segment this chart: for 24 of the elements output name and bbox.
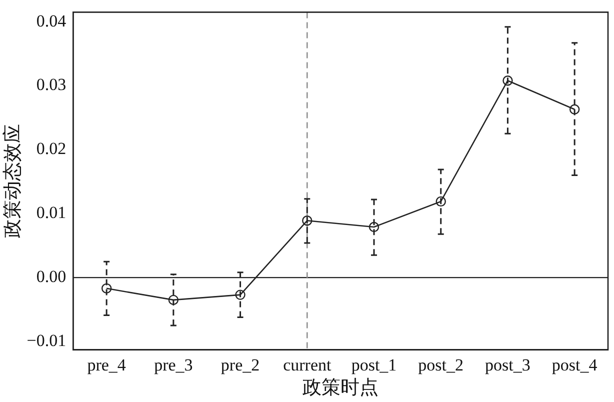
y-axis-title: 政策动态效应 xyxy=(1,124,24,238)
point xyxy=(235,290,246,300)
y-tick-label: 0.00 xyxy=(36,267,66,286)
x-tick-label: post_2 xyxy=(418,355,464,374)
point xyxy=(101,283,112,294)
point xyxy=(168,294,179,306)
y-tick-label: 0.04 xyxy=(36,11,67,30)
x-tick-label: current xyxy=(283,355,332,374)
point xyxy=(368,222,380,232)
x-axis-title: 政策时点 xyxy=(302,378,379,399)
x-tick-label: post_4 xyxy=(552,355,598,374)
x-tick-label: pre_3 xyxy=(154,355,193,374)
y-tick-label: 0.03 xyxy=(36,75,66,94)
x-tick-label: post_3 xyxy=(485,355,530,374)
point xyxy=(569,104,580,114)
point xyxy=(502,76,513,86)
y-tick-label: 0.01 xyxy=(36,203,66,222)
point xyxy=(436,196,446,207)
y-tick-label: 0.02 xyxy=(36,139,66,158)
x-tick-label: post_1 xyxy=(351,355,397,374)
x-tick-label: pre_2 xyxy=(220,355,260,374)
point xyxy=(302,216,312,226)
x-tick-label: pre_4 xyxy=(87,355,126,374)
y-tick-label: −0.01 xyxy=(26,330,66,350)
